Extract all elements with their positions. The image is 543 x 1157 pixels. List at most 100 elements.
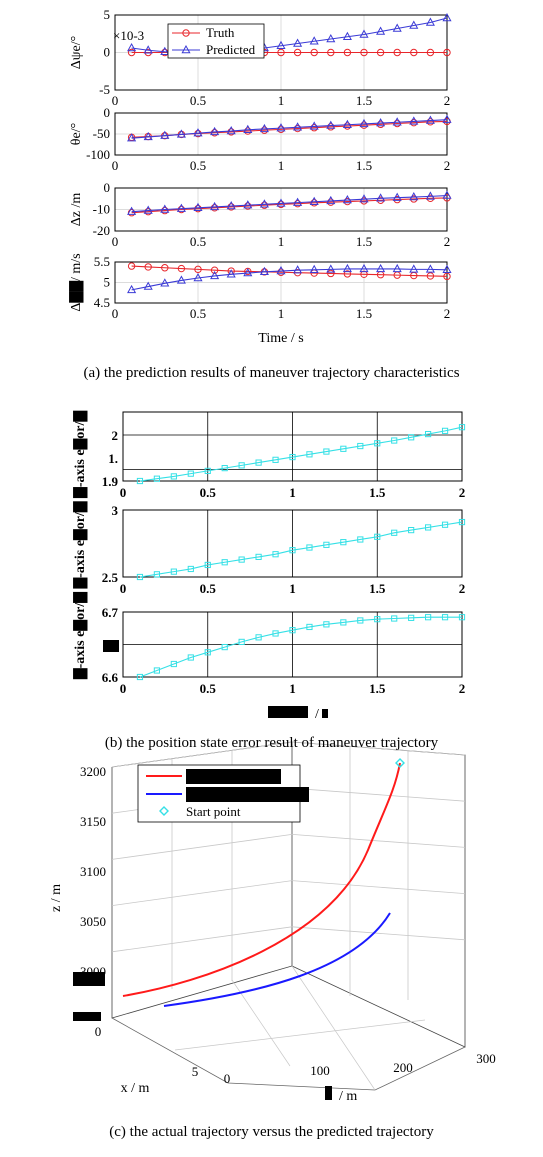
data-point-position-error — [272, 551, 279, 558]
data-point-predicted — [293, 265, 303, 274]
data-point-predicted — [309, 196, 319, 205]
x-tick-label: 1 — [278, 93, 285, 108]
data-point-predicted — [127, 42, 137, 52]
data-point-predicted — [243, 200, 253, 209]
floor-grid — [174, 1019, 426, 1051]
data-point-truth — [426, 272, 435, 280]
x-tick-label: 0.5 — [200, 681, 217, 696]
data-point-predicted — [127, 133, 137, 142]
y-tick-label: 4.5 — [94, 295, 110, 310]
data-point-position-error — [289, 627, 296, 634]
data-point-truth — [343, 48, 352, 57]
grid-line-z — [291, 834, 466, 848]
data-point-predicted — [359, 29, 369, 38]
y-tick-label: -20 — [93, 223, 110, 238]
data-point-position-error — [289, 547, 296, 554]
data-point-predicted — [409, 191, 419, 201]
x-tick-label: 5 — [192, 1064, 199, 1079]
data-point-predicted — [193, 202, 203, 211]
data-point-predicted — [243, 268, 253, 277]
data-point-predicted — [210, 126, 220, 136]
data-point-position-error — [391, 529, 398, 536]
data-point-position-error — [289, 453, 296, 461]
x-tick-label: 1 — [289, 485, 296, 500]
plot-frame — [114, 112, 448, 156]
y-tick-label: 0 — [224, 1071, 231, 1086]
data-point-predicted — [342, 263, 352, 273]
x-tick-label: 1.5 — [369, 681, 386, 696]
data-point-predicted — [276, 123, 286, 132]
y-tick-label: 6.6 — [102, 670, 119, 685]
data-point-truth — [376, 48, 385, 57]
legend-label-truth: Truth — [206, 25, 235, 40]
data-point-predicted — [143, 205, 153, 214]
y-tick-label: 0 — [104, 45, 111, 60]
legend-marker-start — [159, 806, 169, 816]
y-tick-label: 100 — [310, 1063, 330, 1078]
data-point-position-error — [153, 667, 161, 674]
data-point-position-error — [408, 434, 415, 441]
x-tick-label: 1 — [289, 581, 296, 596]
data-point-predicted — [293, 122, 303, 131]
data-point-truth — [194, 265, 202, 274]
data-point-truth — [343, 270, 352, 278]
data-point-position-error — [408, 527, 415, 534]
y-tick-label: 1.9 — [102, 474, 119, 489]
z-tick-label: 3150 — [80, 814, 106, 829]
redacted-block — [322, 709, 328, 718]
legend-label-actual-redacted — [186, 769, 281, 784]
data-point-position-error — [221, 465, 228, 472]
data-point-predicted — [359, 263, 369, 273]
data-point-predicted — [226, 269, 236, 278]
data-point-position-error — [340, 539, 347, 546]
x-tick-label: 1 — [278, 306, 285, 321]
x-tick-label: 0.5 — [190, 234, 206, 249]
data-point-position-error — [272, 630, 279, 637]
redacted-block — [73, 1012, 101, 1021]
z-axis-label: z / m — [49, 884, 64, 912]
data-point-predicted — [143, 45, 153, 54]
data-point-predicted — [376, 26, 386, 35]
data-point-truth — [210, 266, 219, 274]
x-tick-label: 0.5 — [200, 485, 217, 500]
data-point-truth — [310, 48, 318, 57]
data-point-position-error — [441, 427, 449, 434]
x-tick-label: 1.5 — [356, 93, 372, 108]
data-point-predicted — [226, 201, 236, 210]
y-axis-label: ▇-axis e▇or/▇ ▇-axis e▇or/▇ ▇-axis e▇or/… — [73, 411, 88, 681]
redacted-block — [103, 640, 119, 652]
data-point-truth — [360, 48, 368, 57]
x-tick-label: 1 — [278, 234, 285, 249]
x-axis-label: Time / s — [258, 331, 303, 346]
y-axis-label: θe/° — [69, 123, 84, 145]
legend-marker-predicted — [181, 44, 191, 54]
floor-front-edges — [111, 1017, 466, 1091]
data-point-position-error — [204, 561, 211, 569]
data-point-predicted — [259, 123, 269, 133]
data-point-position-error — [170, 660, 177, 668]
data-point-position-error — [255, 634, 262, 641]
data-point-predicted — [326, 120, 336, 129]
data-point-position-error — [357, 617, 364, 624]
y-tick-label: 5 — [104, 7, 111, 22]
data-point-predicted — [210, 201, 220, 211]
redacted-block — [73, 972, 105, 986]
grid-line-z — [111, 834, 293, 860]
data-point-predicted — [376, 263, 386, 273]
data-point-predicted — [442, 264, 452, 273]
data-point-predicted — [409, 116, 419, 125]
data-point-position-error — [391, 615, 398, 622]
data-point-predicted — [127, 284, 137, 294]
x-tick-label: 2 — [444, 93, 451, 108]
grid-line-z — [291, 926, 466, 941]
grid-line-z — [291, 787, 466, 802]
x-tick-label: 0 — [120, 485, 127, 500]
data-point-position-error — [374, 440, 381, 447]
data-point-predicted — [425, 264, 435, 273]
x-tick-label: 0 — [95, 1024, 102, 1039]
z-tick-label: 3050 — [80, 914, 106, 929]
data-point-position-error — [204, 467, 211, 474]
y-tick-label: 6.7 — [102, 605, 119, 620]
plot-frame — [114, 187, 448, 232]
data-point-predicted — [243, 124, 253, 133]
